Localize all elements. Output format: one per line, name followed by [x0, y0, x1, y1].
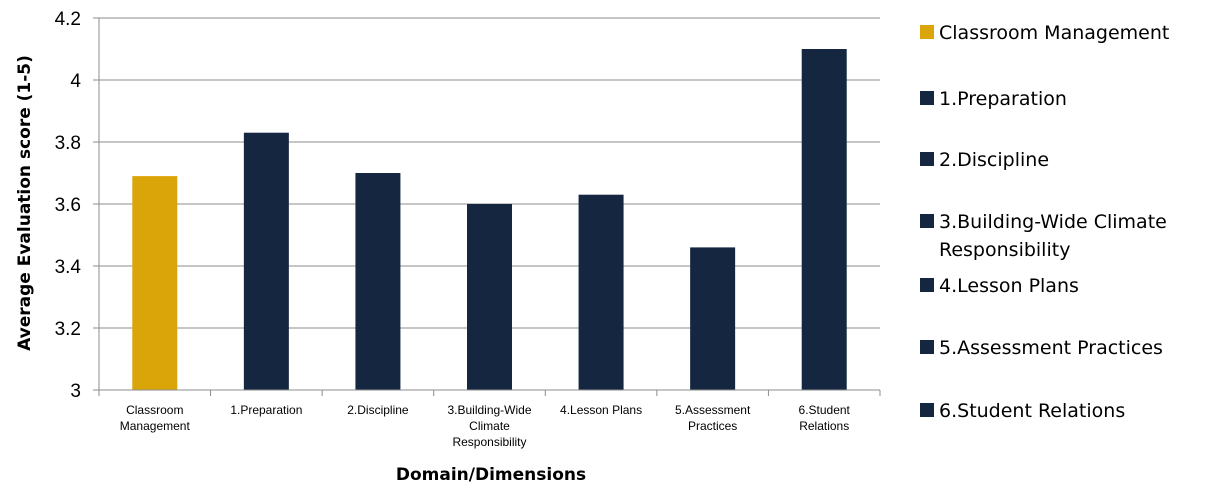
legend-label: 3.Building-Wide Climate Responsibility: [939, 211, 1167, 261]
legend-swatch: [920, 152, 934, 166]
legend-item: 6.Student Relations: [920, 400, 1125, 422]
y-tick-label: 3.8: [55, 133, 81, 154]
legend-swatch: [920, 25, 934, 39]
x-tick-label: 6.Student Relations: [799, 403, 851, 433]
legend-label: 5.Assessment Practices: [939, 337, 1163, 359]
y-tick-label: 3.2: [55, 319, 81, 340]
y-tick-label: 3: [70, 381, 81, 402]
legend-swatch: [920, 91, 934, 105]
x-axis-title: Domain/Dimensions: [396, 465, 586, 485]
legend-label: 4.Lesson Plans: [939, 275, 1079, 297]
bar: [578, 194, 624, 390]
legend-label: 1.Preparation: [939, 88, 1067, 110]
bar: [467, 204, 512, 390]
bar: [132, 176, 178, 390]
legend-item: 5.Assessment Practices: [920, 337, 1163, 359]
y-tick-labels: 3 3.2 3.4 3.6 3.8 4 4.2: [55, 9, 82, 402]
bar: [801, 49, 847, 390]
x-tick-label: 5.Assessment Practices: [675, 403, 751, 433]
bar: [355, 173, 401, 390]
bars: [132, 49, 847, 390]
y-axis-title: Average Evaluation score (1-5): [15, 55, 35, 351]
legend-item: 3.Building-Wide Climate Responsibility: [920, 211, 1167, 261]
legend-swatch: [920, 214, 934, 228]
y-tick-label: 3.6: [55, 195, 81, 216]
x-tick-labels: Classroom Management 1.Preparation 2.Discip…: [120, 403, 851, 449]
legend-item: 2.Discipline: [920, 149, 1049, 171]
legend-item: 1.Preparation: [920, 88, 1067, 110]
legend-label: 6.Student Relations: [939, 400, 1125, 422]
x-tick-label: 2.Discipline: [347, 403, 409, 417]
legend-swatch: [920, 403, 934, 417]
axes: [93, 17, 881, 396]
legend-swatch: [920, 278, 934, 292]
legend-label: Classroom Management: [939, 22, 1169, 44]
x-tick-label: 1.Preparation: [230, 403, 302, 417]
bar: [243, 132, 289, 390]
legend-item: 4.Lesson Plans: [920, 275, 1079, 297]
legend-label: 2.Discipline: [939, 149, 1049, 171]
x-tick-label: 4.Lesson Plans: [560, 403, 642, 417]
x-tick-label: 3.Building-Wide Climate Responsibility: [447, 403, 531, 449]
legend: Classroom Management 1.Preparation 2.Disci…: [920, 22, 1169, 422]
legend-swatch: [920, 340, 934, 354]
legend-item: Classroom Management: [920, 22, 1169, 44]
x-tick-label: Classroom Management: [120, 403, 191, 433]
y-tick-label: 4: [70, 71, 81, 92]
y-tick-label: 4.2: [55, 9, 81, 30]
bar: [690, 247, 736, 390]
y-tick-label: 3.4: [55, 257, 82, 278]
